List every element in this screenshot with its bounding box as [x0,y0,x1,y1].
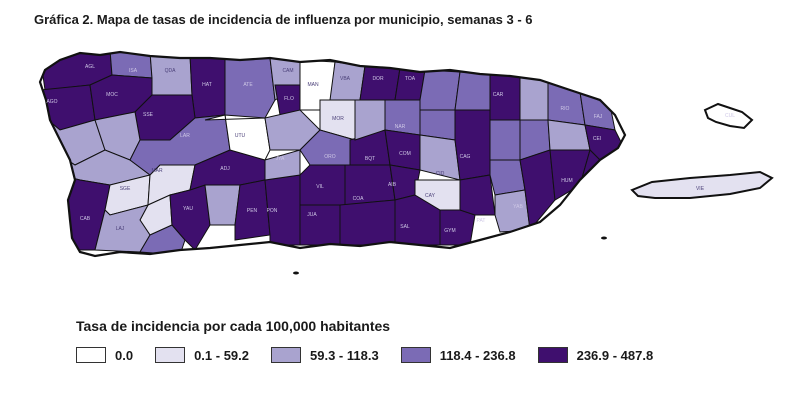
legend-label-1: 0.1 - 59.2 [194,347,250,363]
muni-label-lar: LAR [180,133,190,139]
muni-label-flo: FLO [284,96,294,102]
muni-cag [454,109,491,181]
muni-label-faj: FAJ [594,114,603,120]
muni-label-cid: CID [436,171,445,177]
muni-label-car: CAR [493,92,504,98]
muni-label-adj: ADJ [220,166,230,172]
legend-swatch-1 [155,347,186,363]
muni-laj [94,204,151,253]
map-title: Gráfica 2. Mapa de tasas de incidencia d… [34,12,533,27]
muni-label-ate: ATE [243,82,253,88]
muni-pat [459,174,496,216]
muni-label-yab: YAB [513,204,523,210]
muni-label-cag: CAG [460,154,471,160]
main-island-outline [38,50,627,258]
legend-item-0: 0.0 [76,347,133,363]
muni-label-cam: CAM [282,68,293,74]
muni-gue [204,184,241,226]
muni-label-yau: YAU [183,206,193,212]
muni-label-sal: SAL [400,224,410,230]
legend-label-4: 236.9 - 487.8 [576,347,654,363]
muni-label-bqt: BQT [365,156,375,162]
muni-sis [339,199,396,246]
muni-label-vie: VIE [696,186,705,192]
muni-label-jya: JYA [276,156,285,162]
muni-label-pon: PON [267,208,278,214]
muni-label-hat: HAT [202,82,212,88]
municipality-labels: AGL ISA QDA HAT CAM MAN VBA DOR TOA AGO MOC SSE LAR A… [46,64,735,234]
muni-label-dor: DOR [372,76,384,82]
muni-label-gym: GYM [444,228,455,234]
muni-label-cab: CAB [80,216,91,222]
muni-label-mor: MOR [332,116,344,122]
muni-com [384,129,421,171]
legend-swatch-4 [537,347,568,363]
muni-label-vil: VIL [316,184,324,190]
muni-label-coa: COA [353,196,365,202]
legend-item-1: 0.1 - 59.2 [155,347,249,363]
muni-label-cei: CEI [593,136,601,142]
muni-label-man: MAN [307,82,319,88]
legend-swatch-3 [400,347,431,363]
muni-label-mar: MAR [151,168,163,174]
islet [601,236,607,240]
muni-label-rio: RIO [561,106,570,112]
legend-item-4: 236.9 - 487.8 [537,347,654,363]
map-svg: AGL ISA QDA HAT CAM MAN VBA DOR TOA AGO MOC SSE LAR A… [38,50,774,275]
muni-las [547,119,591,151]
main-island [40,52,625,256]
muni-label-toa: TOA [405,76,416,82]
muni-gym [439,209,476,246]
legend: 0.0 0.1 - 59.2 59.3 - 118.3 118.4 - 236.… [76,347,675,363]
muni-sju [454,71,491,111]
muni-label-moc: MOC [106,92,118,98]
muni-label-hum: HUM [561,178,572,184]
legend-label-0: 0.0 [115,347,134,363]
muni-pen [234,179,271,241]
muni-rio [547,79,586,126]
legend-item-3: 118.4 - 236.8 [400,347,516,363]
muni-label-aib: AIB [388,182,397,188]
muni-label-utu: UTU [235,133,246,139]
muni-ssl [489,159,526,196]
culebra-island [703,102,754,130]
muni-label-vba: VBA [340,76,351,82]
muni-label-com: COM [399,151,411,157]
muni-jua [299,204,346,246]
muni-label-laj: LAJ [116,226,125,232]
muni-label-agl: AGL [85,64,95,70]
muni-label-oro: ORO [324,154,336,160]
legend-title: Tasa de incidencia por cada 100,000 habi… [76,318,391,334]
muni-label-jua: JUA [307,212,317,218]
islet [293,271,299,275]
legend-label-2: 59.3 - 118.3 [310,347,379,363]
muni-bay [419,69,461,111]
muni-label-isa: ISA [129,68,138,74]
muni-label-cul: CUL [725,113,735,119]
municipality-map: AGL ISA QDA HAT CAM MAN VBA DOR TOA AGO MOC SSE LAR A… [38,50,774,275]
muni-label-qda: QDA [165,68,177,74]
muni-label-ago: AGO [46,99,57,105]
muni-gur [489,119,521,161]
muni-mau [494,189,531,233]
legend-label-3: 118.4 - 236.8 [439,347,516,363]
muni-label-pat: PAT [477,218,486,224]
muni-label-sge: SGE [120,186,131,192]
muni-label-nar: NAR [395,124,406,130]
muni-jya [264,149,301,181]
muni-yab [519,149,556,232]
legend-swatch-0 [76,347,106,363]
muni-vil [299,164,351,206]
muni-dor [359,65,401,101]
legend-item-2: 59.3 - 118.3 [271,347,379,363]
muni-label-pen: PEN [247,208,258,214]
legend-swatch-2 [271,347,302,363]
muni-label-sse: SSE [143,112,154,118]
vieques-island [630,170,774,199]
muni-label-cay: CAY [425,193,436,199]
